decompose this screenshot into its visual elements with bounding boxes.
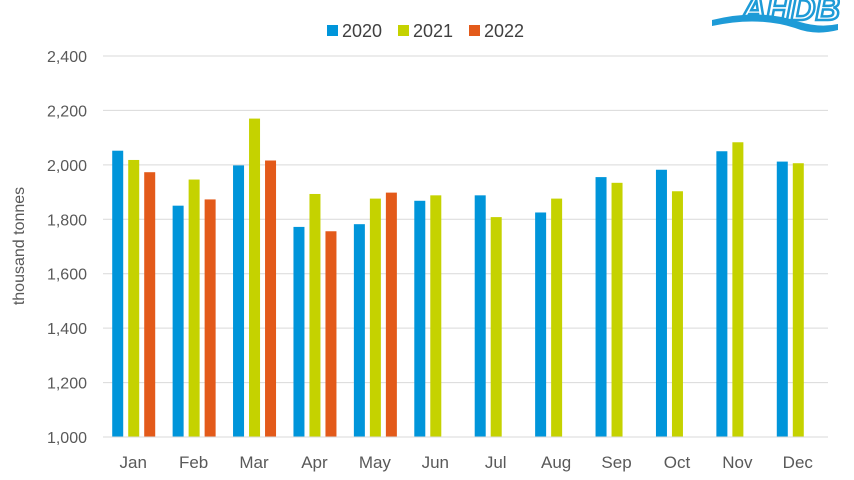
ahdb-logo: AHDB xyxy=(712,0,841,33)
bar-2020-may xyxy=(353,224,365,437)
bar-2022-mar xyxy=(265,160,277,437)
bar-2022-feb xyxy=(204,199,216,437)
x-tick-label: Jul xyxy=(485,453,507,472)
bar-2020-oct xyxy=(655,169,667,437)
bar-2020-jan xyxy=(112,150,124,437)
y-tick-label: 1,200 xyxy=(47,376,87,393)
x-tick-label: Nov xyxy=(722,453,753,472)
y-axis-label: thousand tonnes xyxy=(11,187,28,305)
bar-2021-aug xyxy=(551,198,563,437)
x-axis-ticks: Jan Feb Mar Apr May Jun Jul Aug Sep Oct Nov Dec xyxy=(119,453,813,472)
bar-2021-may xyxy=(369,198,381,437)
x-tick-label: Jun xyxy=(422,453,449,472)
gridlines xyxy=(103,55,828,384)
x-tick-label: Apr xyxy=(301,453,328,472)
bar-2021-jun xyxy=(430,195,442,437)
bar-2020-dec xyxy=(776,161,788,437)
bar-2021-apr xyxy=(309,193,321,437)
bar-2021-jan xyxy=(128,159,140,438)
legend: 2020 2021 2022 xyxy=(327,21,524,41)
y-tick-label: 2,200 xyxy=(47,103,87,120)
bar-2021-oct xyxy=(671,191,683,437)
bar-2021-dec xyxy=(792,163,804,437)
logo-wave xyxy=(712,14,838,33)
legend-label-2021: 2021 xyxy=(413,21,453,41)
legend-label-2022: 2022 xyxy=(484,21,524,41)
y-tick-label: 1,400 xyxy=(47,321,87,338)
bar-2021-sep xyxy=(611,182,623,437)
bars xyxy=(112,118,804,438)
y-tick-label: 1,800 xyxy=(47,212,87,229)
bar-2020-nov xyxy=(716,151,728,437)
x-tick-label: Dec xyxy=(783,453,814,472)
bar-2021-feb xyxy=(188,179,200,437)
y-tick-label: 2,400 xyxy=(47,49,87,66)
y-tick-label: 1,600 xyxy=(47,267,87,284)
bar-2020-jul xyxy=(474,195,486,437)
bar-2020-feb xyxy=(172,205,184,437)
bar-2021-nov xyxy=(732,142,744,437)
bar-2020-sep xyxy=(595,177,607,437)
y-tick-label: 2,000 xyxy=(47,158,87,175)
legend-swatch-2022 xyxy=(469,25,480,36)
bar-2020-aug xyxy=(535,212,547,437)
bar-2022-jan xyxy=(144,172,156,437)
bar-2020-mar xyxy=(233,165,245,437)
x-tick-label: Oct xyxy=(664,453,691,472)
x-tick-label: Feb xyxy=(179,453,208,472)
bar-2022-may xyxy=(385,192,397,437)
x-tick-label: Mar xyxy=(239,453,269,472)
legend-swatch-2021 xyxy=(398,25,409,36)
y-tick-label: 1,000 xyxy=(47,430,87,447)
bar-2020-jun xyxy=(414,200,426,437)
bar-2020-apr xyxy=(293,226,305,437)
x-tick-label: Aug xyxy=(541,453,571,472)
bar-2021-mar xyxy=(249,118,261,437)
x-tick-label: May xyxy=(359,453,392,472)
bar-2021-jul xyxy=(490,217,502,437)
y-axis-ticks: 1,000 1,200 1,400 1,600 1,800 2,000 2,200 2,400 xyxy=(47,49,87,447)
legend-label-2020: 2020 xyxy=(342,21,382,41)
bar-2022-apr xyxy=(325,231,337,437)
x-tick-label: Sep xyxy=(601,453,631,472)
x-tick-label: Jan xyxy=(119,453,146,472)
legend-swatch-2020 xyxy=(327,25,338,36)
